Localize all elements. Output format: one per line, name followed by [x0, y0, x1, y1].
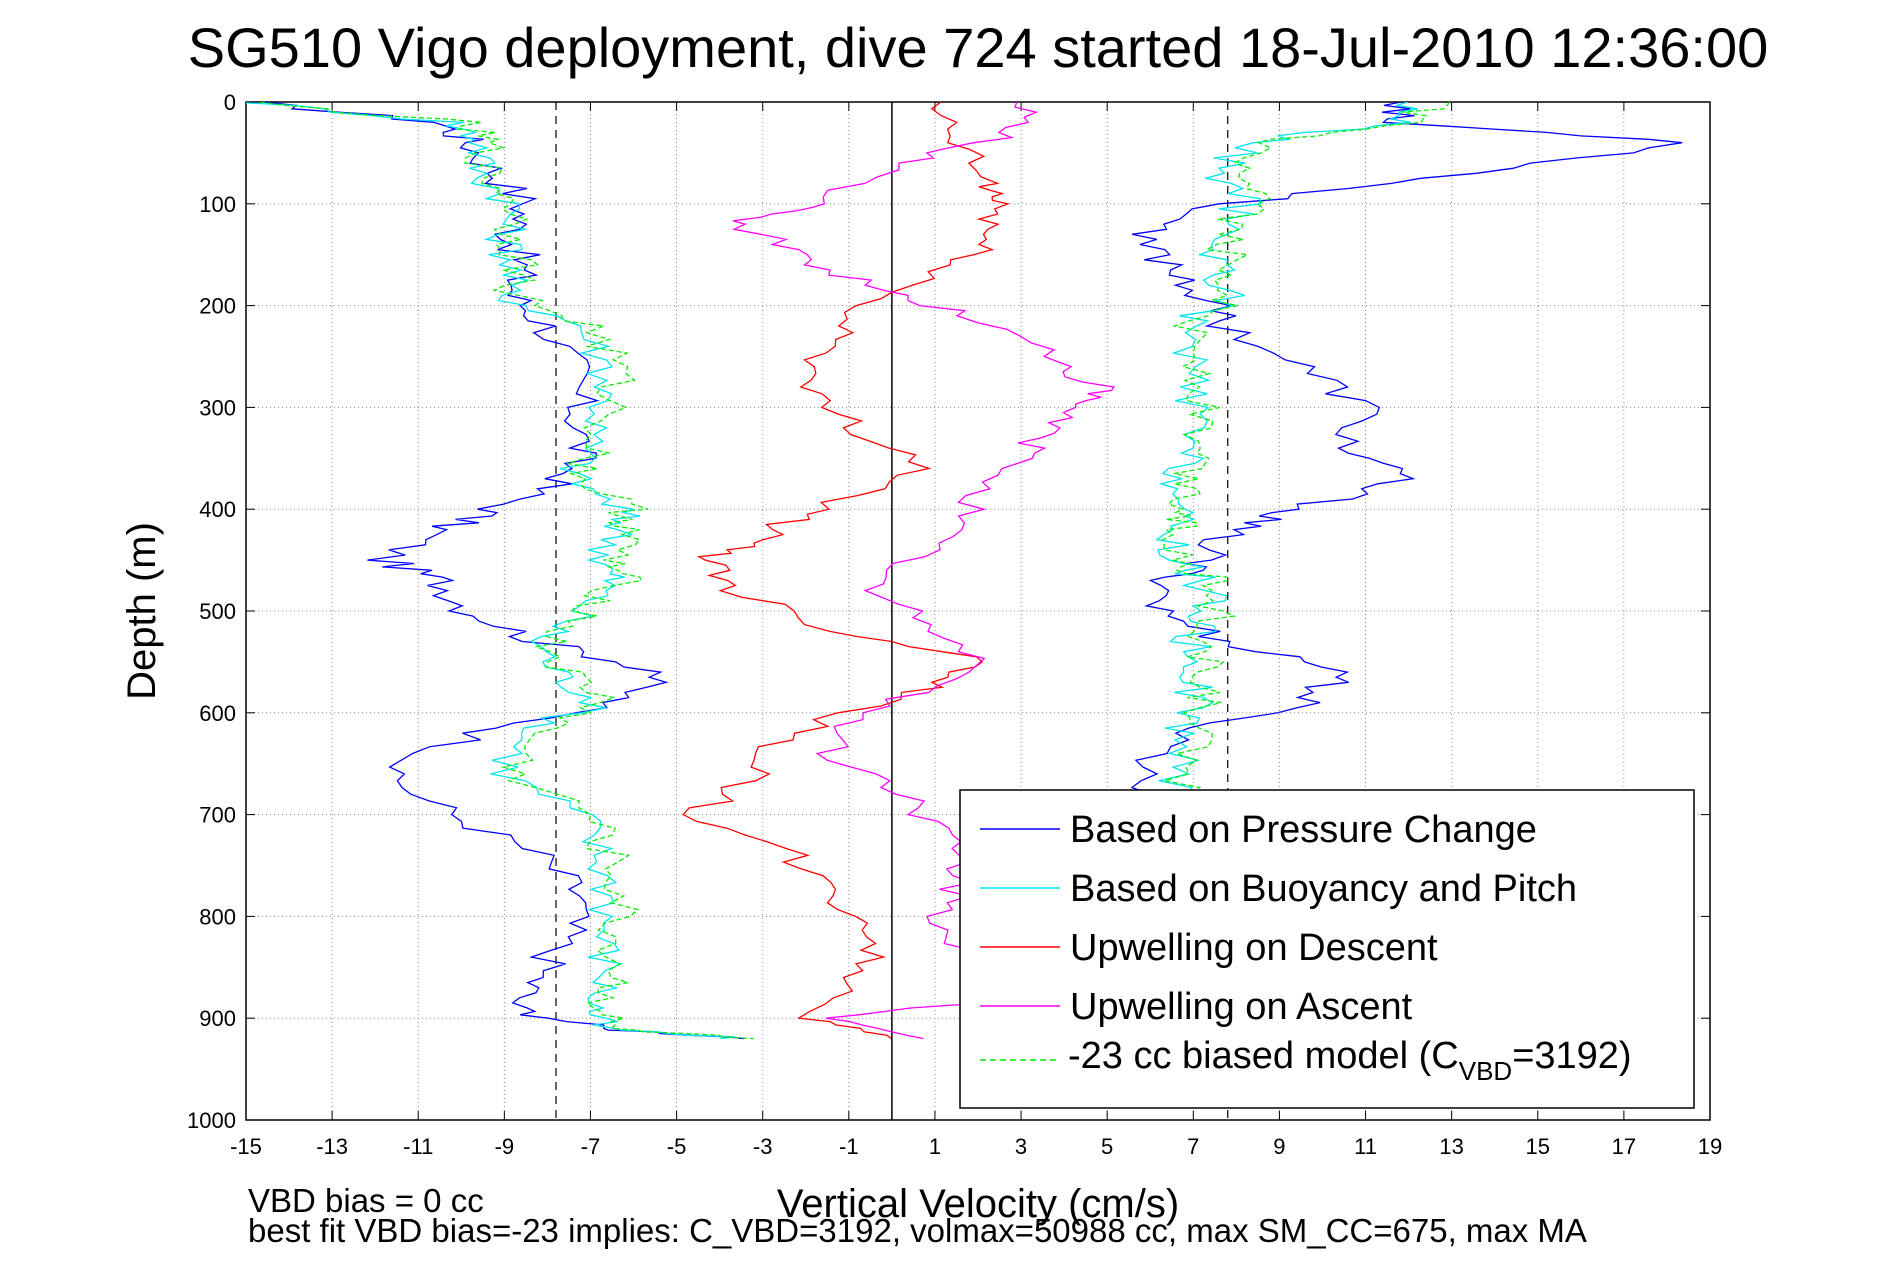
- x-tick-label: 13: [1439, 1134, 1463, 1159]
- series-4-descent-line: [260, 102, 754, 1040]
- series-1-descent-line: [246, 102, 735, 1040]
- y-tick-label: 100: [199, 192, 236, 217]
- x-tick-label: -9: [495, 1134, 515, 1159]
- series-4-ascent-line: [1162, 102, 1451, 815]
- annotation-vbd-bias: VBD bias = 0 cc: [248, 1182, 484, 1219]
- x-tick-label: -15: [230, 1134, 262, 1159]
- x-tick-label: 9: [1273, 1134, 1285, 1159]
- y-tick-label: 300: [199, 395, 236, 420]
- legend: Based on Pressure Change Based on Buoyan…: [959, 789, 1695, 1109]
- legend-box: [959, 789, 1695, 1109]
- y-tick-labels: 0 100 200 300 400 500 600 700 800 900 1000: [187, 90, 236, 1133]
- x-tick-label: 11: [1354, 1134, 1377, 1159]
- y-tick-label: 700: [199, 803, 236, 828]
- series-1-ascent-line: [1155, 102, 1418, 816]
- x-tick-label: -7: [581, 1134, 601, 1159]
- y-tick-label: 400: [199, 497, 236, 522]
- x-tick-label: 7: [1187, 1134, 1199, 1159]
- series-group: [246, 102, 1683, 1040]
- legend-label-descent: Upwelling on Descent: [1070, 927, 1438, 969]
- x-tick-label: 1: [929, 1134, 941, 1159]
- series-0-descent-line: [262, 102, 745, 1040]
- x-tick-label: 15: [1526, 1134, 1550, 1159]
- y-tick-label: 800: [199, 904, 236, 929]
- legend-label-buoyancy: Based on Buoyancy and Pitch: [1070, 868, 1577, 910]
- legend-label-ascent: Upwelling on Ascent: [1070, 986, 1413, 1028]
- y-tick-label: 200: [199, 294, 236, 319]
- x-tick-labels: -15 -13 -11 -9 -7 -5 -3 -1 1 3 5 7 9 11 13 15 17 19: [230, 1134, 1722, 1159]
- x-tick-label: -11: [403, 1134, 433, 1159]
- legend-label-model: -23 cc biased model (CVBD=3192): [1068, 1035, 1632, 1086]
- y-tick-label: 1000: [187, 1108, 236, 1133]
- x-tick-label: 17: [1612, 1134, 1636, 1159]
- y-tick-label: 500: [199, 599, 236, 624]
- y-tick-label: 600: [199, 701, 236, 726]
- x-tick-label: -13: [316, 1134, 348, 1159]
- series-0-ascent-line: [1130, 102, 1683, 816]
- x-tick-label: 5: [1101, 1134, 1113, 1159]
- x-axis-label: Vertical Velocity (cm/s): [777, 1182, 1179, 1226]
- y-tick-label: 900: [199, 1006, 236, 1031]
- legend-label-pressure: Based on Pressure Change: [1070, 809, 1537, 851]
- y-axis-label: Depth (m): [120, 522, 164, 700]
- x-tick-label: -3: [753, 1134, 773, 1159]
- x-tick-label: 3: [1015, 1134, 1027, 1159]
- x-tick-label: -1: [839, 1134, 859, 1159]
- chart-title: SG510 Vigo deployment, dive 724 started …: [188, 16, 1769, 79]
- x-tick-label: -5: [667, 1134, 687, 1159]
- annotation-best-fit: best fit VBD bias=-23 implies: C_VBD=319…: [248, 1212, 1587, 1249]
- x-tick-label: 19: [1698, 1134, 1722, 1159]
- y-tick-label: 0: [224, 90, 236, 115]
- series-2-line: [682, 102, 1011, 1040]
